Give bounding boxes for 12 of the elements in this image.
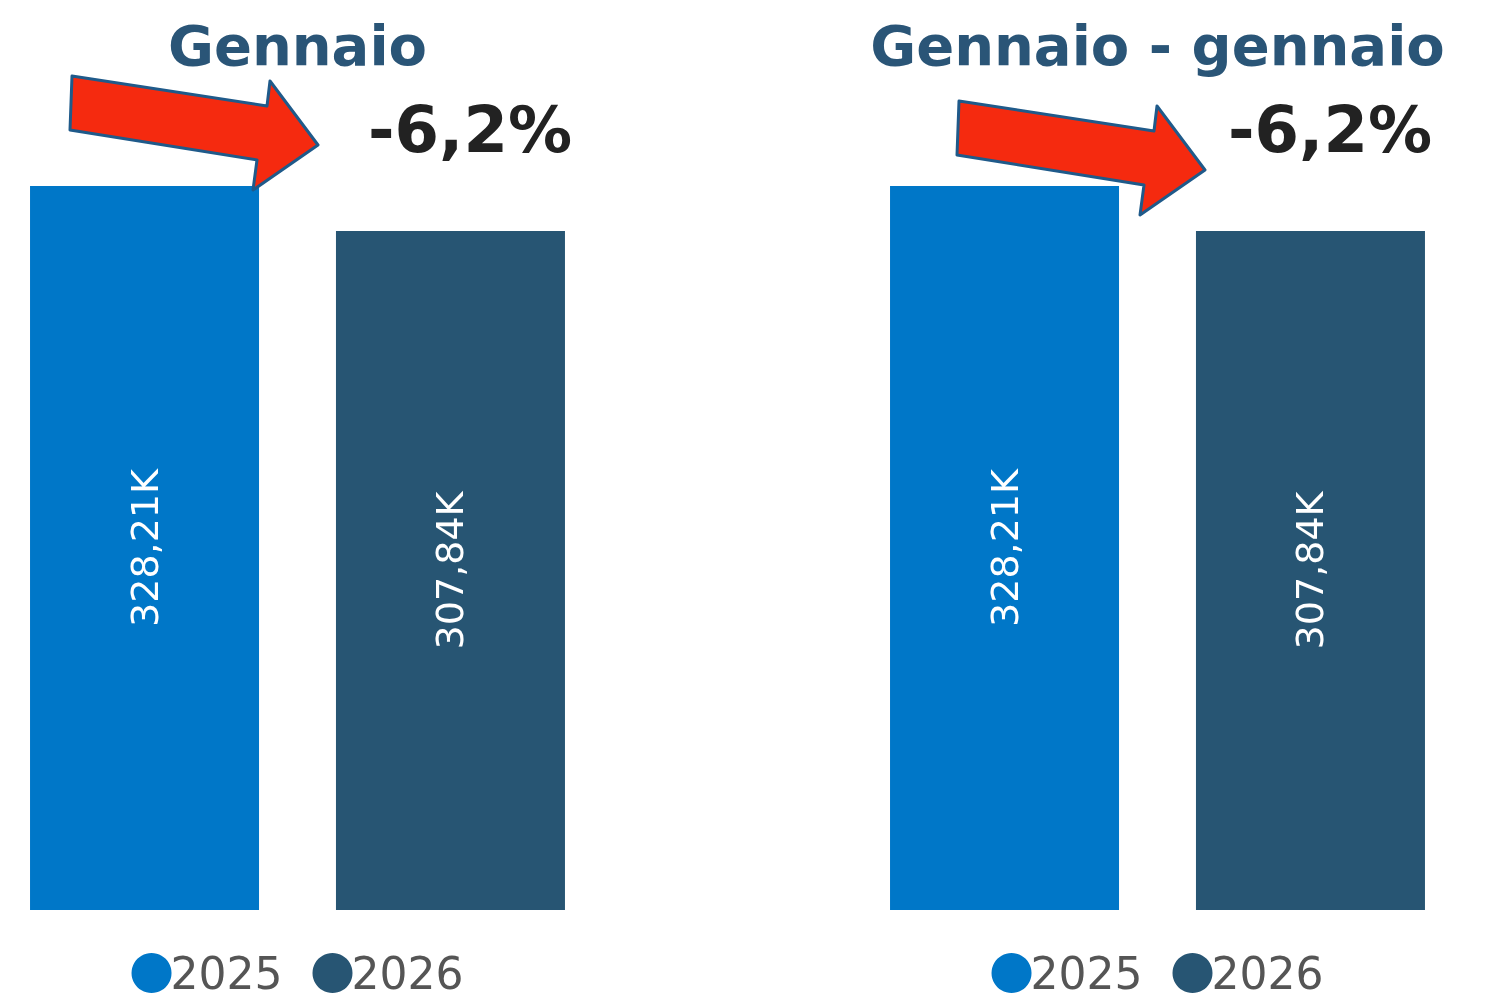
text: -6,2%: [1228, 93, 1433, 167]
data-label: 328,21K: [122, 467, 167, 627]
legend-label: 2025: [170, 947, 283, 999]
legend-label: 2025: [1030, 947, 1143, 999]
chart-title: Gennaio - gennaio: [870, 12, 1445, 78]
legend-label: 2026: [351, 947, 464, 999]
text: -6,2%: [368, 93, 573, 167]
legend-label: 2026: [1211, 947, 1324, 999]
data-label: 307,84K: [428, 490, 473, 650]
chart-title: Gennaio: [167, 12, 428, 78]
data-label: 307,84K: [1288, 490, 1333, 650]
data-label: 328,21K: [982, 467, 1027, 627]
